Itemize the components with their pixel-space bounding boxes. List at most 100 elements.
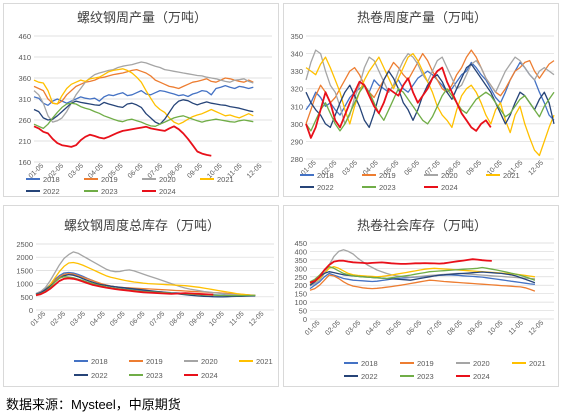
series-line-2019 — [309, 274, 536, 292]
y-tick-label: 210 — [18, 137, 31, 146]
legend-label-2018: 2018 — [91, 357, 108, 366]
y-tick-label: 400 — [294, 247, 307, 256]
x-tick-label: 11-05 — [228, 310, 245, 327]
series-line-2021 — [33, 68, 254, 125]
x-tick-label: 10-05 — [208, 310, 226, 328]
y-tick-label: 50 — [299, 307, 307, 316]
legend-label-2022: 2022 — [317, 183, 334, 192]
series-line-2022 — [309, 271, 536, 286]
x-tick-label: 08-05 — [446, 319, 464, 337]
y-tick-label: 450 — [294, 239, 307, 248]
y-tick-label: 2000 — [16, 253, 33, 262]
y-tick-label: 340 — [290, 50, 303, 59]
legend-label-2024: 2024 — [201, 371, 218, 380]
x-tick-label: 06-05 — [129, 310, 147, 328]
y-tick-label: 330 — [290, 67, 303, 76]
y-tick-label: 460 — [18, 32, 31, 41]
chart-panel-rebar-inventory: 螺纹钢周度总库存（万吨） 0 500 1000 1500 2000 2500 01-05 02-… — [3, 205, 279, 387]
y-tick-label: 0 — [29, 306, 33, 315]
x-tick-label: 07-05 — [426, 319, 444, 337]
y-tick-label: 350 — [294, 256, 307, 265]
legend-label-2023: 2023 — [146, 371, 163, 380]
legend-label-2022: 2022 — [43, 187, 60, 196]
legend-label-2021: 2021 — [217, 175, 234, 184]
series-line-2021 — [35, 261, 256, 297]
legend-label-2020: 2020 — [473, 359, 490, 368]
y-tick-label: 310 — [18, 95, 31, 104]
legend-label-2023: 2023 — [379, 183, 396, 192]
legend-label-2022: 2022 — [91, 371, 108, 380]
series-line-2020 — [35, 251, 256, 296]
y-tick-label: 0 — [303, 315, 307, 324]
series-line-2020 — [309, 249, 535, 287]
series-line-2023 — [309, 265, 536, 283]
legend-label-2021: 2021 — [503, 171, 520, 180]
legend-label-2018: 2018 — [43, 175, 60, 184]
x-tick-label: 07-05 — [149, 310, 167, 328]
chart-hrc-social-inventory: 热卷社会库存（万吨）05010015020025030035040045001-… — [294, 218, 554, 381]
x-tick-label: 03-05 — [345, 319, 363, 337]
series-line-2024 — [35, 277, 214, 297]
series-line-2018 — [33, 84, 254, 106]
source-note: 数据来源：Mysteel，中原期货 — [6, 397, 181, 412]
y-tick-label: 200 — [294, 281, 307, 290]
y-tick-label: 260 — [18, 116, 31, 125]
y-tick-label: 250 — [294, 273, 307, 282]
series-line-2022 — [35, 273, 256, 298]
series-line-2019 — [305, 49, 555, 125]
y-tick-label: 300 — [294, 264, 307, 273]
legend-label-2019: 2019 — [146, 357, 163, 366]
x-tick-label: 09-05 — [465, 159, 483, 177]
chart-panel-hrc-social-inventory: 热卷社会库存（万吨） 0 50 100 150 200 250 300 350 400 450 01-… — [283, 205, 559, 387]
x-tick-label: 09-05 — [186, 162, 204, 180]
y-tick-label: 500 — [20, 293, 33, 302]
x-tick-label: 09-05 — [467, 319, 485, 337]
x-tick-label: 02-05 — [50, 310, 68, 328]
legend-label-2020: 2020 — [201, 357, 218, 366]
x-tick-label: 12-05 — [528, 319, 546, 337]
series-line-2019 — [33, 68, 254, 105]
legend-label-2020: 2020 — [441, 171, 458, 180]
chart-title: 螺纹钢周产量（万吨） — [77, 10, 207, 25]
y-tick-label: 310 — [290, 102, 303, 111]
chart-title: 热卷周度产量（万吨） — [357, 10, 487, 25]
x-tick-label: 04-05 — [365, 319, 383, 337]
x-tick-label: 04-05 — [89, 310, 107, 328]
x-tick-label: 12-05 — [246, 162, 264, 180]
x-tick-label: 03-05 — [341, 159, 359, 177]
x-tick-label: 11-05 — [508, 319, 525, 336]
series-line-2024 — [305, 66, 492, 139]
series-line-2024 — [33, 125, 212, 157]
y-tick-label: 410 — [18, 53, 31, 62]
x-tick-label: 09-05 — [188, 310, 206, 328]
x-tick-label: 12-05 — [248, 310, 266, 328]
y-tick-label: 360 — [18, 74, 31, 83]
x-tick-label: 05-05 — [385, 319, 403, 337]
legend-label-2024: 2024 — [473, 372, 490, 381]
legend-label-2020: 2020 — [159, 175, 176, 184]
legend-label-2019: 2019 — [379, 171, 396, 180]
series-line-2023 — [33, 102, 254, 130]
legend-label-2023: 2023 — [101, 187, 118, 196]
series-line-2024 — [309, 258, 492, 284]
legend-label-2021: 2021 — [256, 357, 273, 366]
x-tick-label: 05-05 — [109, 310, 127, 328]
x-tick-label: 10-05 — [487, 319, 505, 337]
legend-label-2019: 2019 — [101, 175, 118, 184]
chart-title: 螺纹钢周度总库存（万吨） — [64, 218, 220, 233]
y-tick-label: 300 — [290, 120, 303, 129]
x-tick-label: 12-05 — [527, 159, 545, 177]
series-line-2021 — [305, 52, 555, 157]
legend-label-2022: 2022 — [361, 372, 378, 381]
x-tick-label: 02-05 — [324, 319, 342, 337]
y-tick-label: 1500 — [16, 266, 33, 275]
y-tick-label: 2500 — [16, 240, 33, 249]
legend-label-2024: 2024 — [159, 187, 176, 196]
y-tick-label: 150 — [294, 290, 307, 299]
y-tick-label: 290 — [290, 137, 303, 146]
x-tick-label: 06-05 — [406, 319, 424, 337]
chart-title: 热卷社会库存（万吨） — [357, 218, 487, 233]
y-tick-label: 280 — [290, 155, 303, 164]
